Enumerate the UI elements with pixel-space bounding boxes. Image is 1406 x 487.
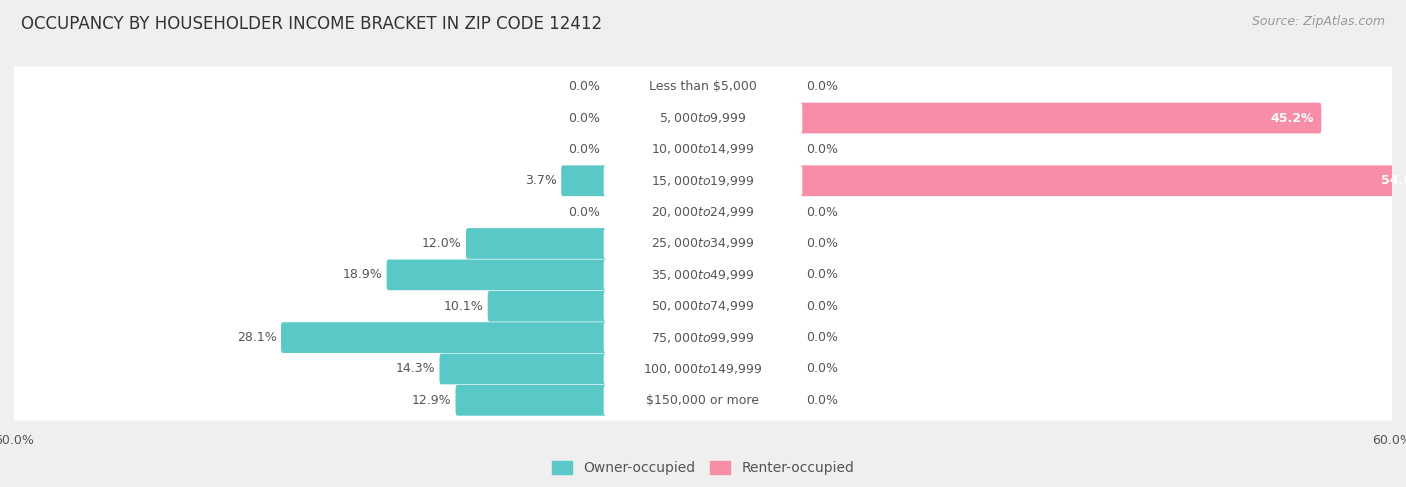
Text: $5,000 to $9,999: $5,000 to $9,999 <box>659 111 747 125</box>
Text: $10,000 to $14,999: $10,000 to $14,999 <box>651 142 755 156</box>
Text: $150,000 or more: $150,000 or more <box>647 394 759 407</box>
Text: 0.0%: 0.0% <box>568 80 599 93</box>
FancyBboxPatch shape <box>603 354 803 384</box>
Text: 12.0%: 12.0% <box>422 237 461 250</box>
FancyBboxPatch shape <box>603 197 803 227</box>
Text: 45.2%: 45.2% <box>1271 112 1313 125</box>
Text: 12.9%: 12.9% <box>412 394 451 407</box>
Text: 0.0%: 0.0% <box>568 143 599 156</box>
FancyBboxPatch shape <box>11 224 1395 263</box>
Text: 0.0%: 0.0% <box>807 143 838 156</box>
FancyBboxPatch shape <box>603 71 803 102</box>
Text: 0.0%: 0.0% <box>807 80 838 93</box>
Text: 0.0%: 0.0% <box>807 394 838 407</box>
FancyBboxPatch shape <box>603 228 803 259</box>
FancyBboxPatch shape <box>603 166 803 196</box>
Text: $15,000 to $19,999: $15,000 to $19,999 <box>651 174 755 188</box>
FancyBboxPatch shape <box>281 322 607 353</box>
FancyBboxPatch shape <box>387 260 607 290</box>
FancyBboxPatch shape <box>603 134 803 165</box>
FancyBboxPatch shape <box>799 166 1406 196</box>
FancyBboxPatch shape <box>465 228 607 259</box>
FancyBboxPatch shape <box>11 192 1395 232</box>
FancyBboxPatch shape <box>488 291 607 321</box>
FancyBboxPatch shape <box>603 260 803 290</box>
FancyBboxPatch shape <box>11 286 1395 326</box>
Text: 14.3%: 14.3% <box>396 362 436 375</box>
Text: 0.0%: 0.0% <box>568 112 599 125</box>
Text: OCCUPANCY BY HOUSEHOLDER INCOME BRACKET IN ZIP CODE 12412: OCCUPANCY BY HOUSEHOLDER INCOME BRACKET … <box>21 15 602 33</box>
FancyBboxPatch shape <box>561 166 607 196</box>
Text: 0.0%: 0.0% <box>807 300 838 313</box>
FancyBboxPatch shape <box>603 322 803 353</box>
Text: 0.0%: 0.0% <box>807 362 838 375</box>
Text: 0.0%: 0.0% <box>807 268 838 281</box>
Text: 0.0%: 0.0% <box>807 331 838 344</box>
Text: $20,000 to $24,999: $20,000 to $24,999 <box>651 205 755 219</box>
Text: 28.1%: 28.1% <box>238 331 277 344</box>
Text: 3.7%: 3.7% <box>526 174 557 187</box>
Text: 0.0%: 0.0% <box>807 206 838 219</box>
FancyBboxPatch shape <box>440 354 607 384</box>
FancyBboxPatch shape <box>799 103 1322 133</box>
Text: $75,000 to $99,999: $75,000 to $99,999 <box>651 331 755 345</box>
Text: 10.1%: 10.1% <box>444 300 484 313</box>
Text: 18.9%: 18.9% <box>343 268 382 281</box>
FancyBboxPatch shape <box>11 349 1395 389</box>
Text: 0.0%: 0.0% <box>807 237 838 250</box>
Text: $100,000 to $149,999: $100,000 to $149,999 <box>644 362 762 376</box>
FancyBboxPatch shape <box>603 385 803 416</box>
FancyBboxPatch shape <box>11 255 1395 295</box>
Text: $50,000 to $74,999: $50,000 to $74,999 <box>651 299 755 313</box>
Legend: Owner-occupied, Renter-occupied: Owner-occupied, Renter-occupied <box>546 456 860 481</box>
FancyBboxPatch shape <box>11 130 1395 169</box>
FancyBboxPatch shape <box>11 161 1395 201</box>
Text: 0.0%: 0.0% <box>568 206 599 219</box>
FancyBboxPatch shape <box>603 291 803 321</box>
FancyBboxPatch shape <box>603 103 803 133</box>
Text: 54.8%: 54.8% <box>1381 174 1406 187</box>
Text: $35,000 to $49,999: $35,000 to $49,999 <box>651 268 755 282</box>
Text: Source: ZipAtlas.com: Source: ZipAtlas.com <box>1251 15 1385 28</box>
FancyBboxPatch shape <box>11 318 1395 357</box>
Text: Less than $5,000: Less than $5,000 <box>650 80 756 93</box>
Text: $25,000 to $34,999: $25,000 to $34,999 <box>651 237 755 250</box>
FancyBboxPatch shape <box>11 380 1395 420</box>
FancyBboxPatch shape <box>11 98 1395 138</box>
FancyBboxPatch shape <box>11 67 1395 107</box>
FancyBboxPatch shape <box>456 385 607 416</box>
